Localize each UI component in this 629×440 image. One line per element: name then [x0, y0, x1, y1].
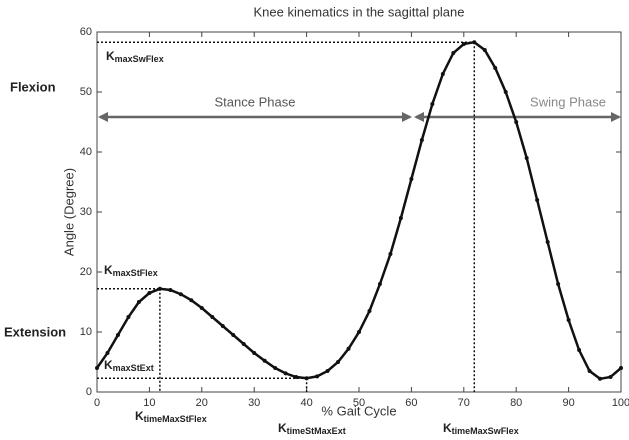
data-point: [461, 42, 466, 46]
data-line: [95, 40, 622, 381]
data-point: [482, 48, 487, 52]
data-point: [598, 376, 603, 381]
side-label: Flexion: [10, 79, 56, 94]
x-tick-label: 100: [612, 397, 629, 409]
y-tick-label: 40: [80, 146, 92, 158]
data-point: [283, 371, 288, 376]
data-point: [325, 369, 330, 373]
annotation: KmaxSwFlex: [106, 49, 164, 64]
data-point: [493, 66, 498, 70]
data-point: [587, 369, 592, 373]
x-tick-label: 70: [458, 397, 470, 409]
x-tick-label: 80: [510, 397, 522, 409]
data-point: [220, 324, 225, 328]
data-point: [241, 342, 246, 346]
data-point: [535, 198, 540, 202]
data-point: [388, 252, 393, 256]
data-point: [398, 216, 403, 220]
data-point: [440, 72, 445, 76]
side-label: Extension: [4, 324, 66, 339]
annotation: KtimeMaxStFlex: [135, 409, 207, 424]
x-tick-label: 60: [405, 397, 417, 409]
data-point: [304, 376, 309, 381]
plot-frame: [96, 31, 622, 393]
data-point: [189, 298, 194, 303]
chart-title: Knee kinematics in the sagittal plane: [253, 4, 464, 19]
data-point: [210, 315, 215, 319]
data-point: [367, 309, 372, 313]
data-point: [336, 360, 341, 364]
data-point: [545, 240, 550, 244]
data-point: [126, 315, 131, 319]
data-point: [157, 286, 162, 291]
data-point: [294, 375, 299, 379]
x-tick-label: 90: [562, 397, 574, 409]
phase-label: Swing Phase: [530, 94, 606, 109]
data-point: [357, 330, 361, 334]
data-point: [115, 333, 120, 337]
data-point: [168, 288, 173, 292]
data-point: [262, 358, 267, 363]
annotation: KmaxStExt: [104, 358, 154, 373]
y-tick-label: 0: [86, 386, 92, 398]
data-point: [430, 102, 435, 106]
data-point: [524, 156, 529, 160]
data-point: [503, 90, 508, 94]
x-tick-label: 50: [353, 397, 365, 409]
x-tick-label: 0: [94, 397, 100, 409]
data-point: [346, 346, 351, 351]
data-point: [566, 318, 571, 322]
y-tick-label: 10: [80, 326, 92, 338]
data-point: [608, 375, 613, 379]
data-point: [136, 300, 141, 304]
data-point: [409, 177, 414, 181]
annotation: KtimeStMaxExt: [278, 421, 346, 436]
data-point: [273, 366, 278, 370]
x-tick-label: 20: [196, 397, 208, 409]
y-tick-label: 50: [80, 86, 92, 98]
data-point: [147, 291, 152, 295]
data-point: [95, 366, 99, 370]
data-point: [472, 40, 477, 45]
y-axis-label: Angle (Degree): [61, 168, 76, 256]
data-point: [252, 351, 257, 355]
x-axis-label: % Gait Cycle: [321, 403, 396, 418]
annotation: KtimeMaxSwFlex: [443, 421, 519, 436]
x-tick-label: 10: [143, 397, 155, 409]
y-tick-label: 60: [80, 26, 92, 38]
data-point: [231, 333, 236, 337]
annotation: KmaxStFlex: [104, 263, 158, 278]
data-point: [105, 351, 110, 355]
data-point: [315, 374, 320, 379]
data-point: [178, 292, 183, 297]
data-point: [619, 366, 623, 370]
data-point: [199, 306, 204, 310]
x-tick-label: 30: [248, 397, 260, 409]
phase-label: Stance Phase: [215, 94, 296, 109]
y-tick-label: 30: [80, 206, 92, 218]
data-point: [577, 348, 582, 352]
y-tick-label: 20: [80, 266, 92, 278]
data-point: [451, 51, 456, 55]
data-point: [419, 138, 424, 142]
x-tick-label: 40: [300, 397, 312, 409]
data-point: [377, 282, 382, 286]
data-point: [514, 120, 519, 124]
data-point: [556, 282, 561, 286]
